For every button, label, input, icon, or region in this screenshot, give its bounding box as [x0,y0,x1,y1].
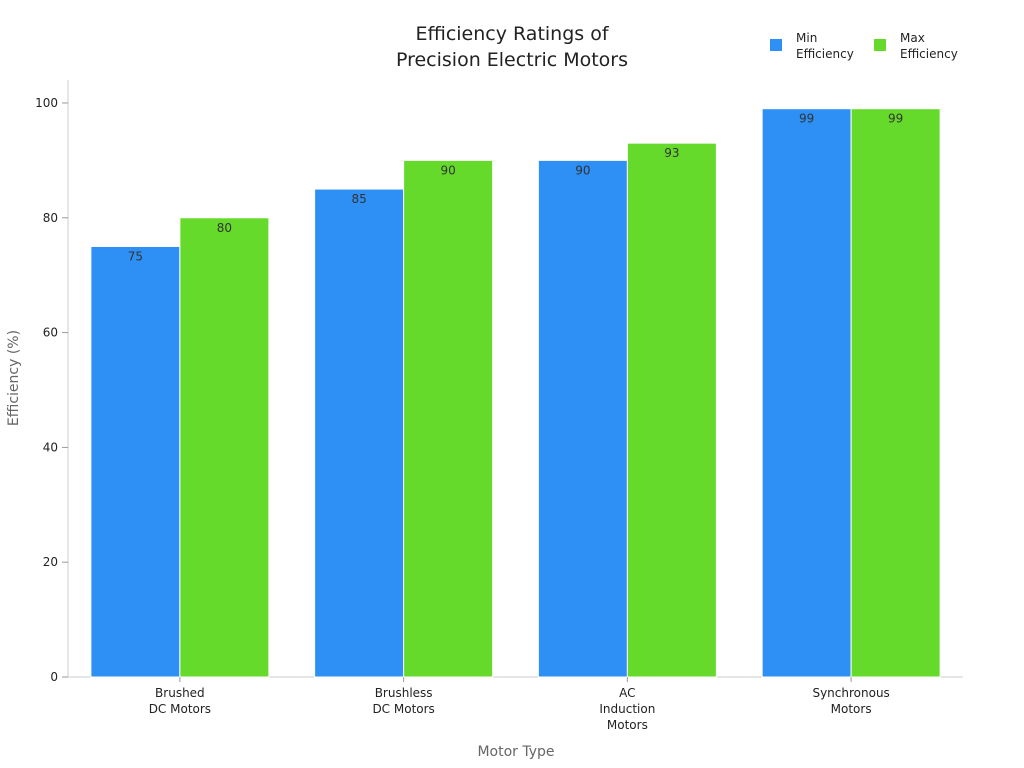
y-tick-label: 20 [43,555,58,569]
x-axis-title: Motor Type [477,744,554,760]
bar-value-label: 75 [128,249,143,263]
bar-min-efficiency [537,159,628,678]
bar-min-efficiency [90,245,181,678]
y-axis-ticks: 0 20 40 60 80 100 [35,96,68,684]
legend-label: Max [900,31,925,45]
chart-title-line-2: Precision Electric Motors [396,49,628,71]
bar-min-efficiency [761,108,852,678]
bar-value-label: 90 [575,163,590,177]
x-tick-label: DC Motors [372,702,434,716]
bar-value-label: 99 [888,112,903,126]
y-tick-label: 60 [43,326,58,340]
x-tick-label: Brushed [155,686,205,700]
bar-max-efficiency [179,217,270,678]
y-tick-label: 40 [43,440,58,454]
bar-value-label: 99 [799,112,814,126]
x-tick-label: Motors [607,718,648,732]
x-tick-label: Motors [831,702,872,716]
x-tick-label: Induction [599,702,655,716]
bar-min-efficiency [314,188,405,678]
x-tick-label: DC Motors [149,702,211,716]
chart-title: Efficiency Ratings of Precision Electric… [396,23,628,71]
data-labels: 75 80 85 90 90 93 99 99 [128,112,904,264]
chart-title-line-1: Efficiency Ratings of [415,23,609,45]
x-tick-label: AC [619,686,635,700]
legend: Min Efficiency Max Efficiency [770,31,958,61]
x-axis-ticks: Brushed DC Motors Brushless DC Motors AC Indu… [149,677,890,732]
y-tick-label: 100 [35,96,58,110]
y-tick-label: 0 [50,670,58,684]
legend-label: Efficiency [796,47,854,61]
bar-max-efficiency [626,142,717,678]
bar-value-label: 90 [440,163,455,177]
bar-max-efficiency [403,159,494,678]
bar-value-label: 93 [664,146,679,160]
legend-label: Min [796,31,817,45]
bar-max-efficiency [850,108,941,678]
bars [90,108,941,678]
y-tick-label: 80 [43,211,58,225]
x-tick-label: Synchronous [812,686,889,700]
bar-value-label: 80 [217,221,232,235]
legend-swatch-max [874,39,886,51]
y-axis-title: Efficiency (%) [6,330,22,426]
bar-value-label: 85 [351,192,366,206]
x-tick-label: Brushless [375,686,433,700]
legend-swatch-min [770,39,782,51]
legend-label: Efficiency [900,47,958,61]
